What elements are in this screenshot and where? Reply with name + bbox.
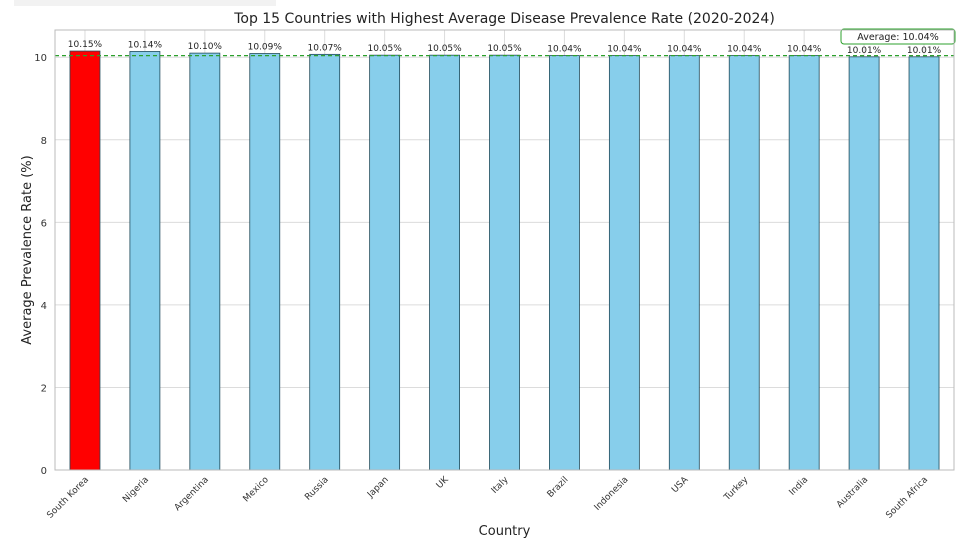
x-tick-label: USA — [670, 474, 691, 495]
bar-japan — [369, 54, 401, 471]
x-tick-label: Turkey — [722, 475, 751, 504]
average-annotation-label: Average: 10.04% — [857, 32, 938, 43]
x-tick-label: Australia — [835, 475, 870, 510]
bar-value-label: 10.15% — [68, 40, 103, 50]
bar-value-label: 10.04% — [727, 45, 762, 55]
chart-title: Top 15 Countries with Highest Average Di… — [233, 11, 775, 27]
bar-value-label: 10.01% — [907, 46, 942, 56]
y-tick-label: 0 — [41, 466, 47, 477]
bar-uk — [429, 54, 460, 471]
bar-value-label: 10.04% — [547, 45, 582, 55]
bar-russia — [309, 53, 341, 471]
y-tick-label: 4 — [41, 301, 47, 312]
bar-usa — [668, 55, 700, 471]
x-tick-label: Italy — [490, 475, 511, 496]
bar-value-label: 10.07% — [308, 43, 343, 53]
y-tick-label: 8 — [41, 136, 47, 147]
bar-value-label: 10.04% — [607, 45, 642, 55]
x-tick-label: Nigeria — [121, 475, 151, 505]
y-tick-label: 6 — [41, 218, 47, 229]
bar-mexico — [249, 53, 281, 471]
bar-brazil — [549, 55, 580, 471]
bar-value-label: 10.05% — [487, 44, 522, 54]
bar-value-label: 10.04% — [787, 45, 822, 55]
x-tick-label: Japan — [365, 475, 391, 501]
x-tick-label: South Korea — [45, 475, 91, 521]
y-axis-label: Average Prevalence Rate (%) — [20, 155, 35, 344]
bar-argentina — [189, 52, 221, 471]
bar-value-label: 10.14% — [128, 40, 163, 50]
bar-south-korea — [69, 50, 101, 471]
x-tick-label: Mexico — [242, 475, 272, 505]
plot-frame — [54, 29, 955, 471]
x-tick-label: South Africa — [884, 475, 930, 521]
x-tick-label: Indonesia — [593, 475, 631, 513]
bar-south-africa — [908, 56, 940, 471]
x-tick-label: India — [788, 475, 811, 498]
bar-value-label: 10.05% — [367, 44, 402, 54]
bar-value-label: 10.04% — [667, 45, 702, 55]
bar-nigeria — [129, 51, 161, 471]
bar-australia — [848, 56, 880, 471]
bar-value-label: 10.01% — [847, 46, 882, 56]
x-tick-label: Russia — [303, 475, 331, 503]
top-bar-decoration — [14, 0, 276, 6]
bar-value-label: 10.10% — [188, 42, 223, 52]
bar-india — [788, 55, 820, 471]
bar-turkey — [728, 55, 760, 471]
y-tick-label: 2 — [41, 383, 47, 394]
average-annotation-box — [840, 28, 956, 45]
bar-indonesia — [608, 55, 640, 471]
x-axis-label: Country — [479, 524, 531, 539]
bar-value-label: 10.05% — [427, 44, 462, 54]
x-tick-label: Brazil — [546, 475, 571, 500]
y-tick-label: 10 — [34, 53, 47, 64]
bar-value-label: 10.09% — [248, 43, 283, 53]
x-tick-label: Argentina — [173, 475, 211, 513]
x-tick-label: UK — [435, 474, 452, 491]
bar-italy — [489, 54, 520, 471]
